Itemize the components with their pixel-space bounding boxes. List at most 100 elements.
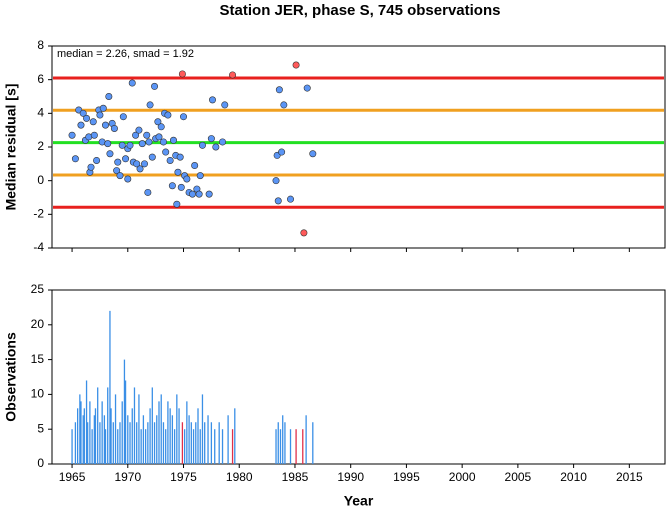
x-tick-label: 1995 [393,470,420,484]
point [183,175,191,183]
point [138,140,146,148]
point [132,131,140,139]
point [198,141,206,149]
point [87,163,95,171]
point [133,160,141,168]
x-tick-label: 1970 [114,470,141,484]
y-tick-label: 0 [37,456,44,470]
x-tick-label: 2015 [616,470,643,484]
point [178,70,186,78]
point [99,104,107,112]
point [128,79,136,87]
x-tick-label: 2005 [505,470,532,484]
point [83,114,91,122]
y-tick-label: -4 [33,240,44,254]
x-tick-label: 2000 [449,470,476,484]
point [146,101,154,109]
point [122,155,130,163]
point [180,113,188,121]
point [118,141,126,149]
point [287,195,295,203]
point [154,118,162,126]
point [212,143,220,151]
y-tick-label: 20 [31,317,45,331]
point [272,177,280,185]
point [309,150,317,158]
y-tick-label: 15 [31,352,45,366]
x-tick-label: 1990 [337,470,364,484]
y-tick-label: 8 [37,38,44,52]
point [275,86,283,94]
point [205,190,213,198]
point [104,140,112,148]
point [219,138,227,146]
point [196,172,204,180]
y-tick-label: 10 [31,387,45,401]
point [145,138,153,146]
point [135,126,143,134]
point [68,131,76,139]
y-tick-label: 25 [31,282,45,296]
y-tick-label: 0 [37,173,44,187]
y-tick-label: 6 [37,72,44,86]
point [303,84,311,92]
point [144,188,152,196]
point [274,197,282,205]
point [136,165,144,173]
point [110,124,118,132]
point [141,160,149,168]
point [126,141,134,149]
x-tick-label: 1980 [226,470,253,484]
point [79,109,87,117]
point [119,113,127,121]
plot-frame [51,289,666,465]
point [89,118,97,126]
y-tick-label: 2 [37,139,44,153]
point [90,131,98,139]
plot-frame [51,45,666,249]
point [278,148,286,156]
point [96,111,104,119]
point [77,121,85,129]
point [292,61,300,69]
point [93,156,101,164]
y-tick-label: -2 [33,207,44,221]
point [207,135,215,143]
point [124,175,132,183]
point [221,101,229,109]
point [177,183,185,191]
point [229,71,237,79]
point [195,190,203,198]
point [173,200,181,208]
x-tick-label: 1975 [170,470,197,484]
x-tick-label: 1965 [59,470,86,484]
y-tick-label: 4 [37,106,44,120]
point [155,133,163,141]
point [188,190,196,198]
point [300,229,308,237]
point [143,131,151,139]
point [159,138,167,146]
point [174,168,182,176]
x-tick-label: 1985 [282,470,309,484]
point [169,136,177,144]
point [166,156,174,164]
y-axis-label: Median residual [s] [3,84,19,211]
point [116,172,124,180]
point [157,123,165,131]
point [191,162,199,170]
point [162,148,170,156]
point [101,121,109,129]
point [151,82,159,90]
x-axis-label: Year [344,493,374,509]
point [164,111,172,119]
annotation: median = 2.26, smad = 1.92 [57,48,194,60]
y-tick-label: 5 [37,421,44,435]
x-tick-label: 2010 [560,470,587,484]
point [71,155,79,163]
point [114,158,122,166]
y-axis-label: Observations [3,332,19,422]
point [105,93,113,101]
